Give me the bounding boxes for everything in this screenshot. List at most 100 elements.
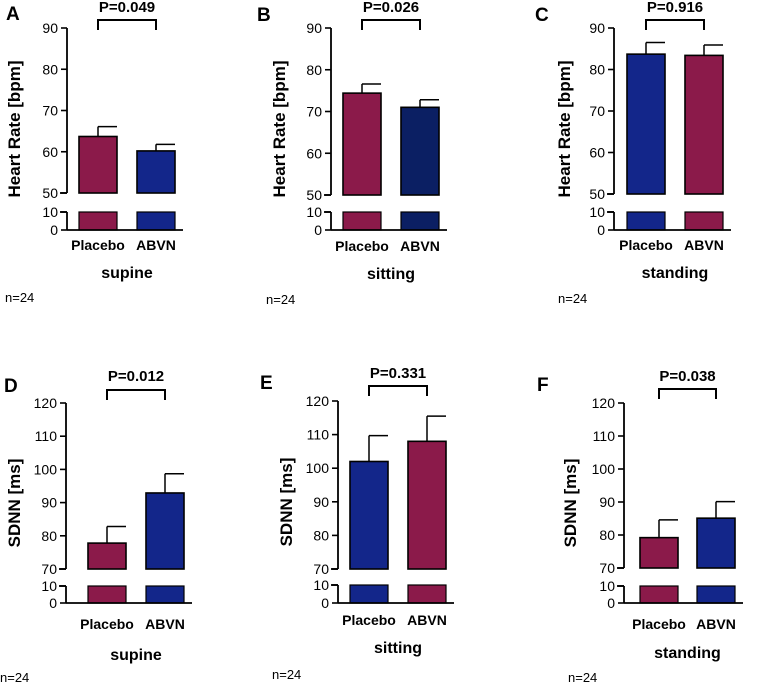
y-tick-label: 70 bbox=[306, 104, 322, 120]
y-tick-label: 90 bbox=[306, 20, 322, 36]
y-tick-label: 10 bbox=[41, 578, 57, 594]
y-tick-label: 70 bbox=[589, 103, 605, 119]
y-tick-label: 110 bbox=[593, 428, 616, 444]
condition-label: supine bbox=[101, 265, 153, 282]
bar-abvn-lower bbox=[145, 585, 185, 604]
bar-placebo-lower bbox=[626, 211, 666, 231]
sample-size-label: n=24 bbox=[558, 291, 587, 306]
bar-placebo bbox=[349, 460, 389, 570]
y-axis-label: SDNN [ms] bbox=[561, 459, 580, 548]
sample-size-label: n=24 bbox=[5, 290, 34, 305]
y-tick-label: 70 bbox=[42, 103, 58, 119]
category-label-abvn: ABVN bbox=[136, 237, 176, 253]
y-tick-label: 60 bbox=[589, 145, 605, 161]
bar-placebo bbox=[78, 135, 118, 194]
panel-letter: E bbox=[260, 373, 273, 394]
y-tick-label: 10 bbox=[589, 204, 605, 220]
category-label-placebo: Placebo bbox=[335, 238, 389, 254]
panel-letter: A bbox=[6, 4, 20, 25]
bar-placebo-lower bbox=[78, 211, 118, 231]
panel-f: F SDNN [ms] 70 80 90 100 110 120 010 P=0.038 Place… bbox=[537, 368, 743, 685]
p-value-label: P=0.038 bbox=[659, 368, 715, 385]
y-tick-label: 80 bbox=[599, 527, 615, 543]
y-axis-label: Heart Rate [bpm] bbox=[5, 61, 24, 198]
significance-bracket bbox=[361, 19, 421, 30]
category-label-abvn: ABVN bbox=[400, 238, 440, 254]
y-tick-label: 0 bbox=[597, 222, 605, 238]
sample-size-label: n=24 bbox=[0, 670, 29, 685]
bar-placebo-lower bbox=[639, 585, 679, 604]
y-tick-label: 80 bbox=[589, 62, 605, 78]
condition-label: sitting bbox=[374, 640, 422, 657]
bar-placebo bbox=[639, 536, 679, 569]
category-label-abvn: ABVN bbox=[696, 616, 736, 632]
bar-abvn-lower bbox=[400, 211, 440, 231]
bar-placebo-lower bbox=[349, 584, 389, 604]
y-tick-label: 0 bbox=[321, 595, 329, 611]
p-value-label: P=0.916 bbox=[647, 0, 703, 16]
y-axis-label: SDNN [ms] bbox=[5, 459, 24, 548]
y-axis-label: Heart Rate [bpm] bbox=[555, 61, 574, 198]
y-tick-label: 90 bbox=[41, 495, 57, 511]
y-tick-label: 80 bbox=[41, 528, 57, 544]
sample-size-label: n=24 bbox=[266, 292, 295, 307]
p-value-label: P=0.331 bbox=[370, 365, 426, 382]
y-tick-label: 50 bbox=[589, 186, 605, 202]
category-label-abvn: ABVN bbox=[407, 612, 447, 628]
bar-abvn bbox=[136, 150, 176, 194]
condition-label: standing bbox=[642, 265, 709, 282]
significance-bracket bbox=[106, 389, 166, 400]
category-label-placebo: Placebo bbox=[80, 616, 134, 632]
bar-abvn-lower bbox=[407, 584, 447, 604]
p-value-label: P=0.012 bbox=[108, 368, 164, 385]
bar-abvn-lower bbox=[136, 211, 176, 231]
panel-d: D SDNN [ms] 70 80 90 100 110 120 010 P=0.012 Place… bbox=[0, 368, 192, 685]
panel-e: E SDNN [ms] 70 80 90 100 110 120 0 10 P=0.331 Place… bbox=[260, 365, 454, 682]
bar-abvn bbox=[400, 106, 440, 196]
y-tick-label: 100 bbox=[306, 460, 330, 476]
y-tick-label: 70 bbox=[313, 561, 329, 577]
y-tick-label: 60 bbox=[306, 145, 322, 161]
y-tick-label: 50 bbox=[42, 185, 58, 201]
significance-bracket bbox=[658, 388, 717, 399]
y-tick-label: 90 bbox=[599, 494, 615, 510]
category-label-placebo: Placebo bbox=[632, 616, 686, 632]
y-tick-label: 90 bbox=[42, 20, 58, 36]
y-tick-label: 110 bbox=[307, 427, 330, 443]
y-axis-label: SDNN [ms] bbox=[277, 458, 296, 547]
panel-letter: C bbox=[535, 5, 549, 26]
significance-bracket bbox=[645, 19, 705, 30]
bar-placebo-lower bbox=[342, 211, 382, 231]
y-tick-label: 10 bbox=[313, 577, 329, 593]
y-tick-label: 100 bbox=[592, 461, 616, 477]
bar-placebo-lower bbox=[87, 585, 127, 604]
bar-abvn-lower bbox=[696, 585, 736, 604]
y-tick-label: 10 bbox=[599, 578, 615, 594]
category-label-placebo: Placebo bbox=[71, 237, 125, 253]
condition-label: sitting bbox=[367, 266, 415, 283]
y-tick-label: 100 bbox=[34, 461, 58, 477]
y-tick-label: 80 bbox=[42, 61, 58, 77]
y-tick-label: 50 bbox=[306, 187, 322, 203]
category-label-abvn: ABVN bbox=[684, 237, 724, 253]
bar-abvn bbox=[407, 440, 447, 570]
y-tick-label: 80 bbox=[313, 527, 329, 543]
y-tick-label: 60 bbox=[42, 144, 58, 160]
panel-a: A Heart Rate [bpm] 50 60 70 80 90 0 10 P=0.049 Pla… bbox=[5, 0, 183, 305]
y-tick-label: 0 bbox=[607, 595, 615, 611]
sample-size-label: n=24 bbox=[272, 667, 301, 682]
p-value-label: P=0.049 bbox=[99, 0, 155, 16]
y-tick-label: 70 bbox=[599, 560, 615, 576]
y-tick-label: 90 bbox=[313, 494, 329, 510]
panel-letter: F bbox=[537, 375, 549, 396]
y-tick-label: 120 bbox=[34, 395, 58, 411]
y-tick-label: 0 bbox=[314, 222, 322, 238]
category-label-abvn: ABVN bbox=[145, 616, 185, 632]
y-axis-label: Heart Rate [bpm] bbox=[270, 61, 289, 198]
p-value-label: P=0.026 bbox=[363, 0, 419, 16]
condition-label: standing bbox=[654, 645, 721, 662]
y-tick-label: 10 bbox=[306, 204, 322, 220]
condition-label: supine bbox=[110, 647, 162, 664]
bar-placebo bbox=[87, 542, 127, 570]
